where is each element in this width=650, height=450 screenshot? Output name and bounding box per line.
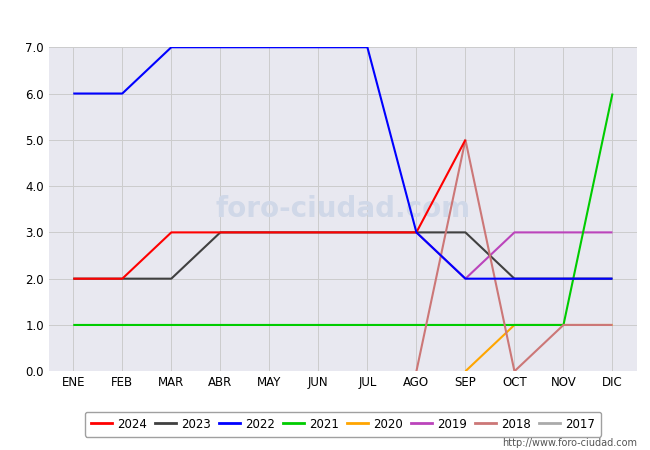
Text: http://www.foro-ciudad.com: http://www.foro-ciudad.com <box>502 438 637 448</box>
Text: foro-ciudad.com: foro-ciudad.com <box>215 195 471 223</box>
Legend: 2024, 2023, 2022, 2021, 2020, 2019, 2018, 2017: 2024, 2023, 2022, 2021, 2020, 2019, 2018… <box>85 412 601 436</box>
Text: Afiliados en Villabaruz de Campos a 30/9/2024: Afiliados en Villabaruz de Campos a 30/9… <box>122 12 528 30</box>
